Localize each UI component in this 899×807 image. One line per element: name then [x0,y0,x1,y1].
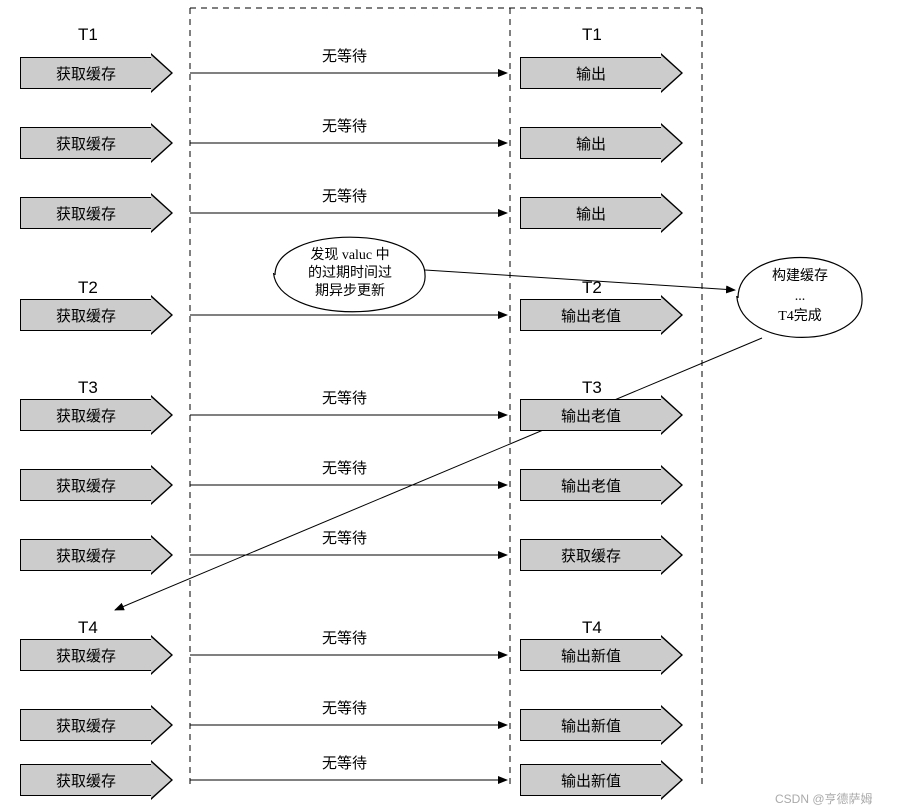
header-right-T2: T2 [582,278,602,298]
right-arrow-T3-1-head [661,465,683,505]
right-arrow-T2-0-label: 输出老值 [520,299,661,331]
right-arrow-T1-0-label: 输出 [520,57,661,89]
left-arrow-T1-0-label: 获取缓存 [20,57,151,89]
mid-label-T1-2: 无等待 [320,185,369,206]
mid-label-T4-0: 无等待 [320,627,369,648]
left-arrow-T1-0-head [151,53,173,93]
right-arrow-T1-2: 输出 [520,198,683,228]
right-arrow-T3-0-label: 输出老值 [520,399,661,431]
left-arrow-T1-1-label: 获取缓存 [20,127,151,159]
right-arrow-T4-0-head [661,635,683,675]
right-arrow-T4-2-head [661,760,683,800]
right-arrow-T3-2: 获取缓存 [520,540,683,570]
left-arrow-T4-2-label: 获取缓存 [20,764,151,796]
left-arrow-T2-0: 获取缓存 [20,300,173,330]
header-left-T2: T2 [78,278,98,298]
left-arrow-T3-2-label: 获取缓存 [20,539,151,571]
right-arrow-T3-2-label: 获取缓存 [520,539,661,571]
mid-label-T1-1: 无等待 [320,115,369,136]
right-arrow-T1-1-head [661,123,683,163]
left-arrow-T2-0-head [151,295,173,335]
mid-label-T1-0: 无等待 [320,45,369,66]
right-arrow-T3-1-label: 输出老值 [520,469,661,501]
svg-text:构建缓存: 构建缓存 [772,268,828,284]
right-arrow-T1-2-label: 输出 [520,197,661,229]
left-arrow-T4-0-head [151,635,173,675]
right-arrow-T1-1-label: 输出 [520,127,661,159]
left-arrow-T3-2: 获取缓存 [20,540,173,570]
left-arrow-T1-2-head [151,193,173,233]
right-arrow-T4-1-head [661,705,683,745]
svg-text:发现 valuc 中: 发现 valuc 中 [310,247,389,263]
left-arrow-T4-0-label: 获取缓存 [20,639,151,671]
left-arrow-T4-1-label: 获取缓存 [20,709,151,741]
left-arrow-T3-1-head [151,465,173,505]
mid-label-T3-2: 无等待 [320,527,369,548]
diagram-canvas: 发现 valuc 中的过期时间过期异步更新构建缓存...T4完成 CSDN @亨… [0,0,899,803]
left-arrow-T1-1: 获取缓存 [20,128,173,158]
header-right-T4: T4 [582,618,602,638]
right-arrow-T3-0: 输出老值 [520,400,683,430]
right-arrow-T4-0: 输出新值 [520,640,683,670]
svg-text:T4完成: T4完成 [778,308,822,324]
left-arrow-T4-2: 获取缓存 [20,765,173,795]
header-left-T4: T4 [78,618,98,638]
left-arrow-T3-1: 获取缓存 [20,470,173,500]
svg-text:的过期时间过: 的过期时间过 [308,265,392,281]
right-arrow-T4-2: 输出新值 [520,765,683,795]
left-arrow-T3-2-head [151,535,173,575]
right-arrow-T1-2-head [661,193,683,233]
mid-label-T4-1: 无等待 [320,697,369,718]
svg-text:...: ... [795,289,806,304]
left-arrow-T1-2: 获取缓存 [20,198,173,228]
right-arrow-T1-0: 输出 [520,58,683,88]
left-arrow-T1-1-head [151,123,173,163]
mid-label-T4-2: 无等待 [320,752,369,773]
left-arrow-T1-2-label: 获取缓存 [20,197,151,229]
header-left-T1: T1 [78,25,98,45]
header-right-T1: T1 [582,25,602,45]
right-arrow-T4-1-label: 输出新值 [520,709,661,741]
mid-label-T3-1: 无等待 [320,457,369,478]
watermark: CSDN @亨德萨姆 [775,790,873,807]
right-arrow-T3-0-head [661,395,683,435]
left-arrow-T4-0: 获取缓存 [20,640,173,670]
left-arrow-T3-0-label: 获取缓存 [20,399,151,431]
header-right-T3: T3 [582,378,602,398]
left-arrow-T2-0-label: 获取缓存 [20,299,151,331]
mid-label-T3-0: 无等待 [320,387,369,408]
left-arrow-T3-1-label: 获取缓存 [20,469,151,501]
right-arrow-T1-0-head [661,53,683,93]
right-arrow-T2-0: 输出老值 [520,300,683,330]
header-left-T3: T3 [78,378,98,398]
right-arrow-T3-2-head [661,535,683,575]
left-arrow-T4-1: 获取缓存 [20,710,173,740]
right-arrow-T1-1: 输出 [520,128,683,158]
svg-text:期异步更新: 期异步更新 [315,283,385,299]
left-arrow-T4-2-head [151,760,173,800]
left-arrow-T1-0: 获取缓存 [20,58,173,88]
right-arrow-T4-1: 输出新值 [520,710,683,740]
left-arrow-T3-0-head [151,395,173,435]
right-arrow-T3-1: 输出老值 [520,470,683,500]
left-arrow-T3-0: 获取缓存 [20,400,173,430]
right-arrow-T4-2-label: 输出新值 [520,764,661,796]
left-arrow-T4-1-head [151,705,173,745]
right-arrow-T4-0-label: 输出新值 [520,639,661,671]
right-arrow-T2-0-head [661,295,683,335]
